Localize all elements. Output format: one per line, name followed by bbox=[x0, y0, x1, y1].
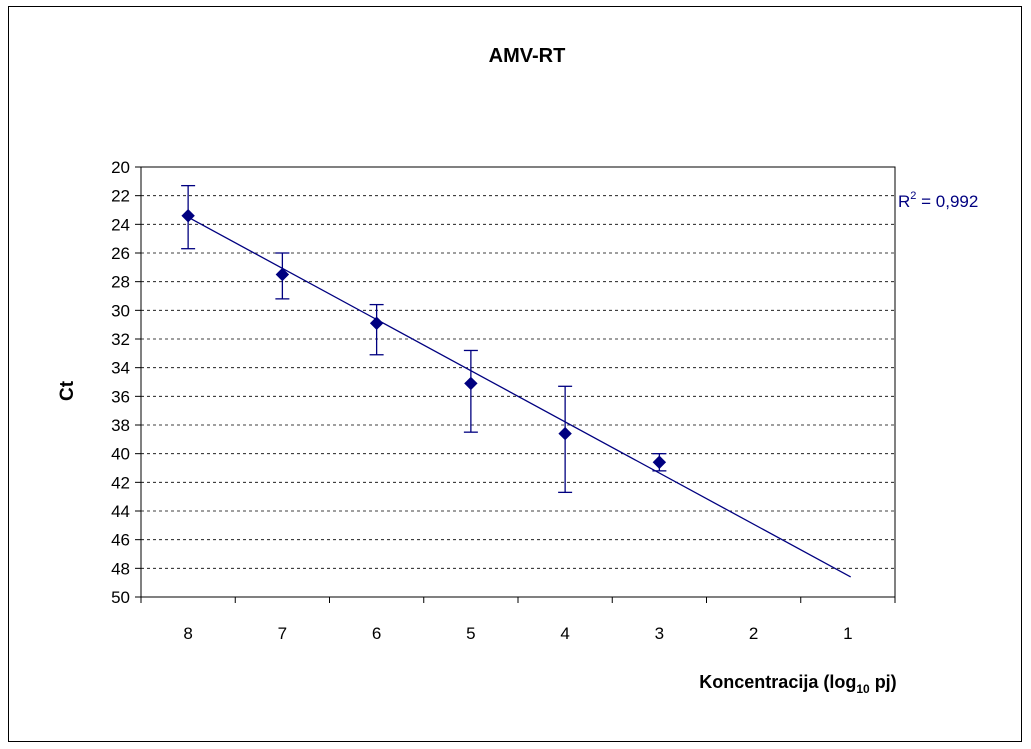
trendline bbox=[187, 216, 852, 578]
data-markers bbox=[181, 209, 667, 469]
y-tick-label: 42 bbox=[111, 473, 130, 492]
y-tick-label: 38 bbox=[111, 416, 130, 435]
r-squared-r: R bbox=[898, 192, 910, 211]
y-tick-label: 34 bbox=[111, 359, 130, 378]
data-point bbox=[181, 209, 195, 223]
y-tick-label: 32 bbox=[111, 330, 130, 349]
x-axis-title-subscript: 10 bbox=[856, 682, 870, 696]
y-tick-label: 22 bbox=[111, 187, 130, 206]
plot-frame bbox=[140, 166, 896, 598]
x-tick-label: 4 bbox=[560, 624, 569, 643]
data-point bbox=[275, 267, 290, 282]
chart-title: AMV-RT bbox=[489, 45, 566, 67]
data-point bbox=[558, 426, 572, 441]
y-axis: 20 22 24 26 28 30 32 34 36 38 40 42 44 46 48 50 bbox=[111, 158, 141, 607]
x-axis-title-main: Koncentracija (log bbox=[699, 672, 856, 692]
x-tick-label: 2 bbox=[749, 624, 758, 643]
y-tick-label: 44 bbox=[111, 502, 130, 521]
y-tick-label: 26 bbox=[111, 244, 130, 263]
r-squared-value: = 0,992 bbox=[916, 192, 978, 211]
y-tick-label: 40 bbox=[111, 445, 130, 464]
y-tick-label: 48 bbox=[111, 559, 130, 578]
y-tick-label: 28 bbox=[111, 273, 130, 292]
x-tick-label: 5 bbox=[466, 624, 475, 643]
y-tick-label: 20 bbox=[111, 158, 130, 177]
x-tick-label: 3 bbox=[655, 624, 664, 643]
chart-area: AMV-RT 20 22 24 26 28 30 32 34 36 38 40 42 44 46 48 50 … bbox=[8, 6, 1022, 742]
r-squared-label: R2 = 0,992 bbox=[898, 190, 978, 211]
chart: AMV-RT 20222426283032343638404244464850 … bbox=[57, 45, 978, 696]
y-tick-label: 50 bbox=[111, 588, 130, 607]
x-axis: 8 7 6 5 4 3 2 1 bbox=[140, 597, 896, 643]
data-point bbox=[652, 455, 667, 469]
x-axis-title: Koncentracija (log10 pj) bbox=[699, 672, 896, 696]
x-tick-label: 6 bbox=[372, 624, 381, 643]
y-tick-label: 24 bbox=[111, 215, 130, 234]
y-tick-label: 36 bbox=[111, 387, 130, 406]
data-point bbox=[464, 376, 478, 391]
x-tick-label: 7 bbox=[278, 624, 287, 643]
data-point bbox=[369, 316, 384, 330]
grid-lines bbox=[141, 195, 895, 569]
r-squared-superscript: 2 bbox=[910, 190, 916, 202]
x-axis-title-tail: pj) bbox=[870, 672, 897, 692]
y-axis-title: Ct bbox=[57, 380, 78, 401]
x-tick-label: 1 bbox=[843, 624, 852, 643]
y-tick-label: 46 bbox=[111, 531, 130, 550]
y-tick-label: 30 bbox=[111, 301, 130, 320]
x-tick-label: 8 bbox=[183, 624, 192, 643]
